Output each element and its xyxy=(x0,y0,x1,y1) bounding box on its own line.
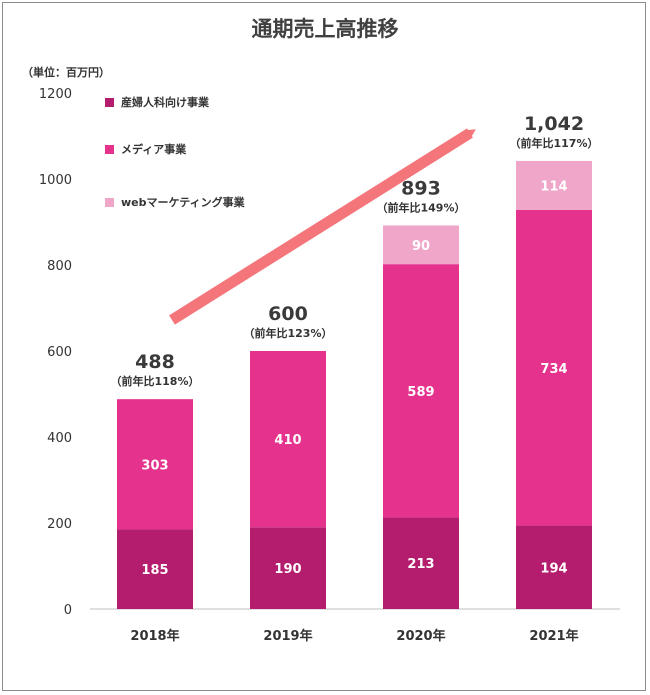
segment-value-label: 734 xyxy=(540,362,567,377)
growth-rate-label: （前年比118%） xyxy=(111,374,200,388)
x-tick-label: 2019年 xyxy=(263,628,312,644)
bar-segment xyxy=(383,225,459,265)
x-axis: 2018年 2019年 2020年 2021年 xyxy=(130,628,578,644)
legend-swatch xyxy=(105,145,114,154)
y-axis: 0 200 400 600 800 1000 1200 xyxy=(39,87,72,618)
growth-rate-label: （前年比117%） xyxy=(510,136,599,150)
segment-value-label: 410 xyxy=(274,433,301,448)
y-tick-label: 200 xyxy=(47,517,72,532)
bar-segment xyxy=(383,264,459,518)
growth-rate-label: （前年比123%） xyxy=(244,326,333,340)
legend-label: webマーケティング事業 xyxy=(121,195,246,209)
legend-swatch xyxy=(105,198,114,207)
y-tick-label: 1000 xyxy=(39,173,72,188)
segment-value-label: 194 xyxy=(540,561,567,576)
growth-rate-label: （前年比149%） xyxy=(377,200,466,214)
segment-value-label: 303 xyxy=(141,458,168,473)
segment-value-label: 90 xyxy=(412,239,430,254)
bar-segment xyxy=(117,529,193,609)
legend-label: メディア事業 xyxy=(121,142,187,156)
bar-segment xyxy=(117,399,193,530)
y-tick-label: 400 xyxy=(47,431,72,446)
chart-title: 通期売上高推移 xyxy=(252,17,399,41)
total-value-label: 1,042 xyxy=(524,113,584,135)
y-tick-label: 800 xyxy=(47,259,72,274)
total-value-label: 893 xyxy=(401,177,441,199)
y-tick-label: 1200 xyxy=(39,87,72,102)
y-tick-label: 600 xyxy=(47,345,72,360)
segment-value-label: 185 xyxy=(141,563,168,578)
segment-value-label: 589 xyxy=(407,385,434,400)
bar-segment xyxy=(516,160,592,210)
total-annotations: （前年比118%）488 （前年比123%）600 （前年比149%）893 （前年比… xyxy=(111,113,599,388)
bar-segment xyxy=(250,351,326,528)
bars-group: 185 303 190 410 213 589 90 194 734 114 xyxy=(117,160,592,609)
total-value-label: 600 xyxy=(268,303,308,325)
x-tick-label: 2021年 xyxy=(529,628,578,644)
bar-segment xyxy=(250,527,326,609)
bar-segment xyxy=(516,525,592,609)
y-tick-label: 0 xyxy=(64,603,72,618)
growth-trend-arrow xyxy=(169,128,476,325)
unit-label: （単位：百万円） xyxy=(22,65,110,79)
bar-segment xyxy=(516,209,592,526)
segment-value-label: 114 xyxy=(540,179,567,194)
bar-segment xyxy=(383,517,459,609)
segment-value-label: 213 xyxy=(407,557,434,572)
total-value-label: 488 xyxy=(135,351,175,373)
segment-value-label: 190 xyxy=(274,562,301,577)
x-tick-label: 2020年 xyxy=(396,628,445,644)
x-tick-label: 2018年 xyxy=(130,628,179,644)
legend-swatch xyxy=(105,98,114,107)
legend-label: 産婦人科向け事業 xyxy=(121,95,210,109)
